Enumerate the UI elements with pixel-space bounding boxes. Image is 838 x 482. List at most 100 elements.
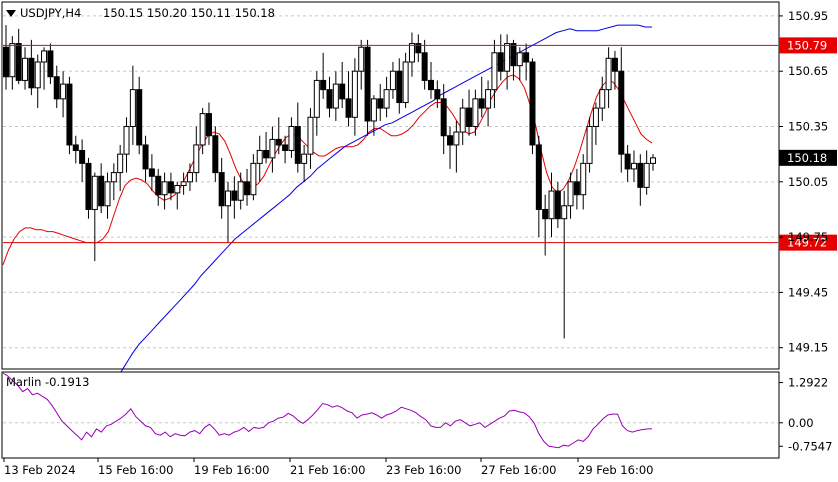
candle — [244, 168, 251, 206]
candle — [529, 58, 536, 155]
candle-body-up — [408, 43, 415, 63]
moving-average-layer — [2, 24, 653, 387]
candle — [567, 172, 574, 219]
candle — [345, 71, 352, 127]
candle-body-up — [41, 50, 48, 63]
candle — [174, 181, 181, 210]
candle — [408, 32, 415, 77]
candle — [34, 54, 41, 109]
candle — [377, 84, 384, 121]
candle — [193, 126, 200, 182]
candle-body-down — [263, 149, 270, 159]
candle — [630, 150, 637, 182]
time-tick-label: 15 Feb 16:00 — [98, 463, 173, 477]
candle-body-up — [123, 126, 130, 155]
candle — [180, 172, 187, 195]
candle-body-down — [434, 89, 441, 100]
indicator-axis: 1.2922 0.00 -0.7547 — [779, 376, 832, 453]
candle — [148, 154, 155, 192]
candle-body-up — [199, 113, 206, 146]
candle-body-up — [459, 107, 466, 133]
candle-body-down — [28, 57, 35, 89]
candle — [611, 50, 618, 90]
candle-body-down — [320, 79, 327, 91]
candle — [427, 61, 434, 99]
candle — [218, 157, 225, 219]
candle — [326, 76, 333, 118]
symbol-label: USDJPY,H4 — [20, 6, 81, 20]
price-tick-label: 149.15 — [788, 341, 828, 355]
moving-average-blue — [111, 24, 652, 387]
candle-body-up — [193, 144, 200, 174]
candle — [231, 176, 238, 219]
candle — [320, 52, 327, 99]
candle-body-up — [256, 149, 263, 164]
candle — [447, 126, 454, 169]
candle-body-down — [447, 135, 454, 146]
candle-body-down — [47, 50, 54, 78]
candle — [104, 172, 111, 219]
candle — [535, 135, 542, 238]
candle-body-up — [180, 181, 187, 186]
level-price-label: 150.79 — [787, 38, 827, 52]
candle-body-down — [15, 43, 22, 81]
price-tick-label: 150.95 — [788, 9, 828, 23]
candle-body-up — [117, 153, 124, 174]
candle — [66, 76, 73, 155]
candle-body-up — [174, 185, 181, 194]
candle — [504, 34, 511, 90]
candle — [91, 172, 98, 262]
candle-body-up — [402, 61, 409, 104]
candle — [516, 47, 523, 81]
candle-body-down — [294, 126, 301, 164]
candle — [288, 117, 295, 158]
candle-body-down — [523, 52, 530, 63]
candle-body-down — [497, 52, 504, 72]
candle — [339, 61, 346, 109]
candle-body-up — [630, 162, 637, 170]
candle — [364, 39, 371, 136]
candle-body-down — [535, 144, 542, 210]
indicator-tick-label: 1.2922 — [788, 376, 828, 390]
candle-body-up — [561, 205, 568, 220]
candle — [491, 39, 498, 109]
indicator-pane — [1, 371, 780, 459]
candle-body-down — [440, 98, 447, 137]
candle — [250, 154, 257, 201]
symbol-menu-icon[interactable] — [6, 10, 16, 17]
candle — [22, 47, 29, 90]
price-tick-label: 149.75 — [788, 230, 828, 244]
candle-body-up — [491, 52, 498, 91]
candle — [370, 95, 377, 136]
candle — [592, 102, 599, 145]
candle — [453, 120, 460, 173]
candle-body-up — [453, 131, 460, 146]
candle — [186, 163, 193, 192]
moving-average-red — [2, 74, 653, 265]
candle — [307, 108, 314, 169]
candle-body-up — [516, 52, 523, 67]
candle — [110, 163, 117, 201]
candle — [358, 39, 365, 90]
candle-body-up — [358, 46, 365, 72]
time-axis: 13 Feb 2024 15 Feb 16:00 19 Feb 16:00 21 Fe… — [3, 458, 653, 477]
candle-body-down — [136, 89, 143, 146]
candle-body-down — [66, 83, 73, 146]
candle — [351, 58, 358, 136]
candle-body-down — [478, 98, 485, 109]
candle-body-down — [396, 70, 403, 104]
candle — [389, 61, 396, 99]
candle-body-up — [237, 181, 244, 201]
candle-body-up — [250, 162, 257, 196]
candle-body-down — [244, 181, 251, 196]
candle — [643, 150, 650, 195]
time-tick-label: 21 Feb 16:00 — [290, 463, 365, 477]
candle-body-down — [167, 181, 174, 194]
candle — [605, 47, 612, 109]
indicator-tick-label: -0.7547 — [788, 439, 832, 453]
candle — [586, 117, 593, 173]
candle-body-down — [275, 138, 282, 146]
candle — [523, 43, 530, 81]
level-price-tag — [779, 37, 837, 54]
candle-body-up — [351, 70, 358, 118]
